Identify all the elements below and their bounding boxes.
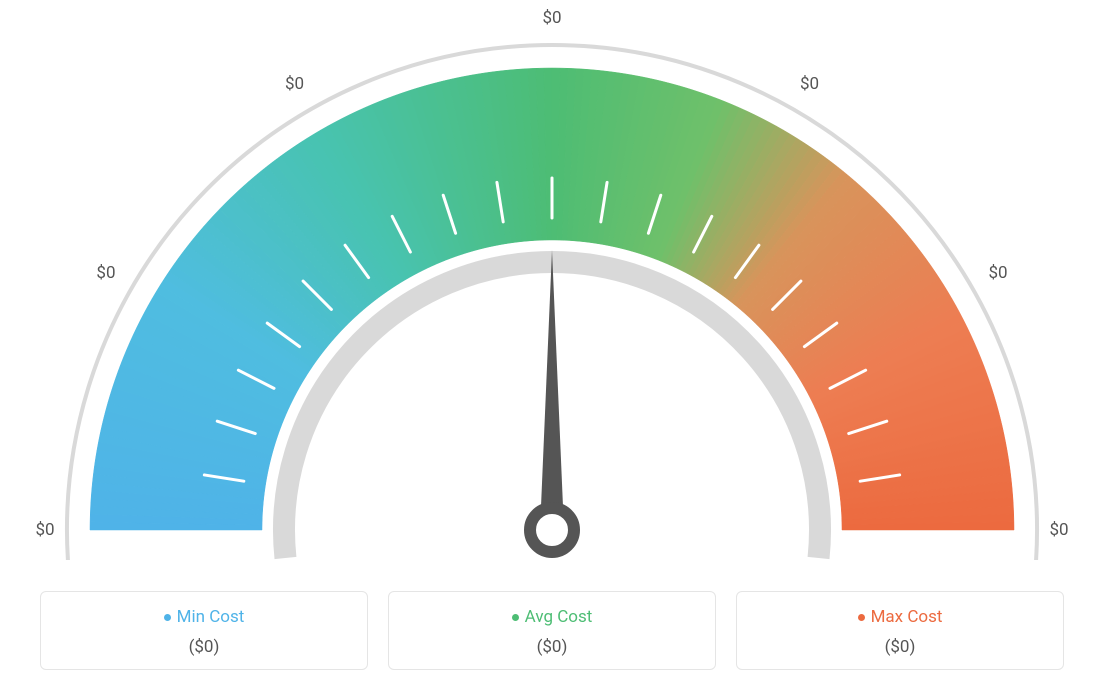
legend-value-min: ($0) — [51, 637, 357, 657]
gauge-svg — [0, 0, 1104, 560]
gauge-cost-infographic: $0 $0 $0 $0 $0 $0 $0 Min Cost ($0) Avg Cost ($… — [0, 0, 1104, 690]
legend-card-max: Max Cost ($0) — [736, 591, 1064, 671]
legend-label-avg: Avg Cost — [525, 607, 593, 627]
legend-value-max: ($0) — [747, 637, 1053, 657]
legend-card-min: Min Cost ($0) — [40, 591, 368, 671]
gauge-tick-label: $0 — [35, 520, 54, 540]
legend-dot-avg — [512, 614, 519, 621]
legend-dot-max — [858, 614, 865, 621]
gauge-tick-label: $0 — [1049, 520, 1068, 540]
gauge-tick-label: $0 — [96, 263, 115, 283]
legend-label-max: Max Cost — [871, 607, 943, 627]
gauge-tick-label: $0 — [542, 8, 561, 28]
gauge-tick-label: $0 — [800, 74, 819, 94]
gauge-tick-label: $0 — [285, 74, 304, 94]
gauge-chart: $0 $0 $0 $0 $0 $0 $0 — [0, 0, 1104, 560]
legend-row: Min Cost ($0) Avg Cost ($0) Max Cost ($0… — [0, 591, 1104, 671]
legend-value-avg: ($0) — [399, 637, 705, 657]
legend-card-avg: Avg Cost ($0) — [388, 591, 716, 671]
legend-label-min: Min Cost — [177, 607, 245, 627]
gauge-tick-label: $0 — [988, 263, 1007, 283]
legend-dot-min — [164, 614, 171, 621]
